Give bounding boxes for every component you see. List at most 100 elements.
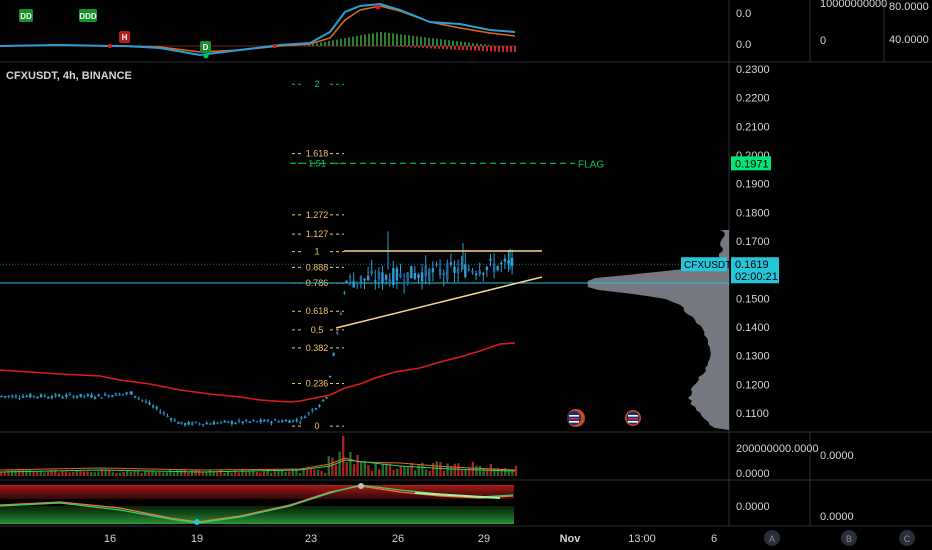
volume-bar	[388, 463, 392, 476]
volume-bar	[104, 469, 107, 476]
candle-body	[438, 268, 442, 276]
osc-hist-bar	[466, 46, 468, 51]
fib-level-label: 1.618	[306, 149, 329, 159]
us-event-flag-icon[interactable]	[625, 410, 641, 426]
osc-hist-bar	[502, 46, 504, 52]
candle-body	[374, 280, 377, 282]
osc-hist-bar	[436, 38, 438, 46]
pane-a-button[interactable]: A	[764, 530, 780, 546]
flag-label: FLAG	[578, 159, 604, 170]
volume-bar	[21, 469, 24, 476]
volume-bar	[25, 469, 28, 476]
osc-hist-bar	[472, 43, 474, 46]
candle-body	[366, 275, 370, 281]
candle-body	[75, 396, 79, 398]
candle-body	[191, 422, 194, 425]
candle-body	[118, 393, 121, 396]
candle-body	[223, 420, 226, 423]
volume-bar	[252, 470, 255, 476]
volume-bar	[324, 472, 327, 476]
candle-body	[485, 266, 489, 270]
volume-bar	[230, 472, 233, 476]
volume-bar	[50, 470, 53, 476]
time-axis[interactable]: 16 19 23 26 29 Nov 13:00 6	[104, 533, 717, 545]
svg-text:D: D	[203, 43, 209, 52]
volume-bar	[514, 465, 518, 476]
volume-bar	[259, 472, 262, 476]
volume-bar	[0, 472, 3, 476]
osc-hist-bar	[430, 46, 432, 49]
volume-bar	[126, 469, 129, 476]
candle-body	[166, 415, 169, 418]
svg-text:DDD: DDD	[79, 12, 97, 21]
volume-bar	[3, 471, 6, 476]
volume-bar	[100, 469, 104, 476]
volume-bar	[212, 471, 215, 476]
candle-body	[307, 412, 310, 414]
volume-bar	[183, 469, 186, 476]
price-scale-label: 0.2300	[736, 64, 770, 76]
osc-hist-bar	[332, 40, 334, 46]
volume-bar	[7, 469, 10, 476]
pane-b-button[interactable]: B	[841, 530, 857, 546]
volume-bar	[478, 465, 482, 476]
volume-bar	[345, 461, 348, 476]
price-scale-label: 0.2100	[736, 121, 770, 133]
candle-body	[209, 423, 212, 425]
candle-body	[281, 420, 284, 423]
candle-body	[270, 421, 273, 424]
volume-bar	[385, 463, 388, 476]
candle-body	[137, 397, 140, 400]
svg-text:0.1619: 0.1619	[735, 259, 769, 271]
candle-body	[93, 397, 97, 399]
candle-body	[406, 272, 409, 284]
volume-bar	[414, 470, 417, 476]
us-event-flag-icon[interactable]	[567, 409, 585, 427]
volume-bar	[122, 471, 125, 476]
volume-bar	[295, 469, 298, 476]
volume-bar	[280, 469, 284, 476]
osc-hist-bar	[408, 35, 410, 46]
volume-bar	[439, 462, 442, 476]
fib-level-label: 0.5	[311, 325, 324, 335]
price-scale[interactable]: 0.23000.22000.21000.20000.19000.18000.17…	[736, 64, 770, 420]
candle-body	[510, 257, 514, 267]
osc-hist-bar	[480, 44, 482, 46]
time-axis-label: 16	[104, 533, 116, 545]
support-trendline[interactable]	[335, 276, 543, 329]
bottom-oscillator-pane: 0.0000 0.0000	[0, 483, 854, 525]
candle-body	[205, 422, 208, 425]
volume-bar	[270, 472, 273, 476]
osc-hist-bar	[462, 46, 464, 50]
volume-bar	[165, 472, 168, 476]
volume-bar	[79, 469, 82, 476]
volume-bar	[460, 469, 464, 476]
pane-c-button[interactable]: C	[899, 530, 915, 546]
volume-bar	[367, 465, 370, 476]
osc-hist-bar	[514, 46, 516, 52]
time-axis-label: 26	[392, 533, 404, 545]
osc-hist-bar	[308, 44, 310, 46]
price-scale-label: 0.2200	[736, 93, 770, 105]
osc-scale-label: 0.0	[736, 8, 751, 20]
price-scale-label: 0.1300	[736, 351, 770, 363]
volume-bar	[68, 472, 71, 476]
candle-body	[496, 266, 499, 271]
volume-bar	[93, 472, 96, 476]
volume-bar	[61, 470, 64, 476]
osc-hist-bar	[438, 46, 440, 49]
fibonacci-levels: 21.6181.511.2721.12710.8880.7860.6180.50…	[292, 79, 344, 431]
candle-body	[431, 267, 435, 273]
candle-body	[402, 281, 406, 284]
volume-bar	[363, 461, 366, 476]
svg-text:0.1971: 0.1971	[735, 158, 769, 170]
volume-bar	[288, 471, 291, 476]
price-scale-label: 0.1800	[736, 207, 770, 219]
candle-body	[424, 265, 427, 277]
flag-price-tag: 0.1971	[731, 156, 771, 171]
candle-body	[43, 395, 46, 397]
candle-body	[503, 258, 507, 262]
